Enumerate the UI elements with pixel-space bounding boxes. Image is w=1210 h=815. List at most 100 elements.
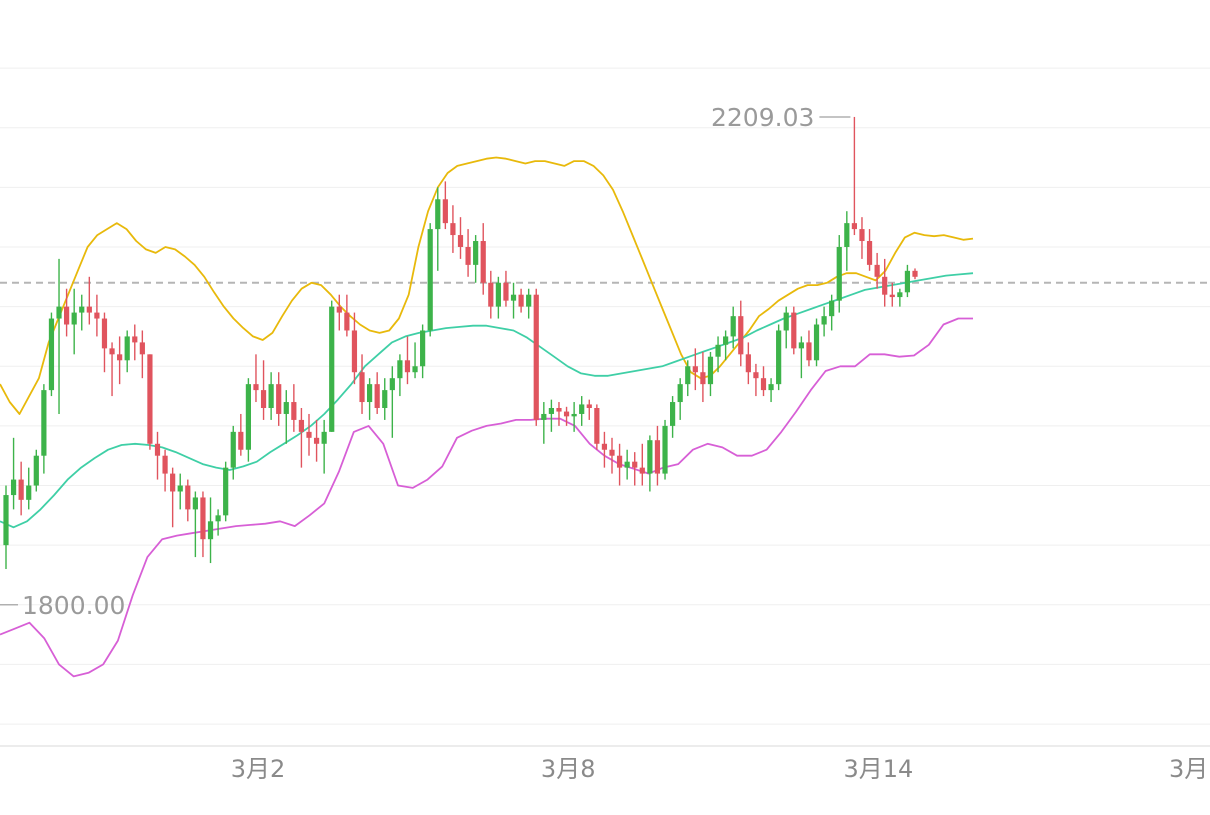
indicator-line-3 — [0, 317, 973, 678]
candle-body — [442, 199, 448, 224]
candle — [427, 223, 433, 337]
candle — [851, 116, 857, 236]
candle — [806, 330, 812, 367]
candle — [609, 437, 615, 474]
candle — [745, 342, 751, 385]
candle-body — [268, 384, 274, 408]
candle — [215, 509, 221, 536]
grid-lines — [0, 67, 1210, 747]
candle-body — [503, 282, 509, 301]
candle — [162, 449, 168, 492]
candle — [101, 312, 108, 373]
candle — [556, 402, 562, 426]
candle-body — [586, 404, 592, 408]
candle — [738, 300, 744, 367]
candle-body — [192, 497, 198, 510]
candle-body — [844, 223, 850, 247]
candle-body — [382, 390, 388, 408]
candle-body — [124, 336, 130, 361]
candle-body — [912, 270, 918, 277]
candle — [147, 354, 153, 450]
candle — [768, 378, 774, 403]
candle-body — [245, 384, 251, 450]
candle — [753, 363, 759, 397]
candle-body — [457, 235, 464, 247]
candle — [579, 396, 585, 426]
candle-body — [806, 342, 812, 361]
candle-body — [132, 336, 138, 343]
candle-body — [685, 366, 691, 385]
candle-body — [874, 264, 880, 277]
candle-body — [571, 413, 577, 417]
candles — [3, 116, 918, 570]
candle — [48, 312, 55, 397]
candle — [306, 413, 312, 456]
candle — [473, 235, 479, 283]
candle — [707, 351, 714, 397]
candle — [397, 354, 403, 397]
candle-body — [579, 404, 585, 414]
candle — [283, 390, 289, 444]
candle — [64, 288, 70, 337]
candle — [291, 384, 297, 432]
candle-body — [420, 330, 426, 367]
candle-body — [851, 223, 857, 230]
candle — [692, 348, 698, 391]
candle — [465, 229, 471, 277]
candle-body — [609, 449, 615, 456]
candle-body — [359, 372, 365, 403]
candle — [276, 372, 282, 426]
candle — [321, 419, 327, 474]
candle-body — [548, 408, 554, 414]
candle — [457, 217, 464, 259]
candle-body — [616, 455, 623, 468]
candle-body — [715, 344, 721, 357]
candle — [298, 408, 305, 468]
candle — [207, 497, 214, 564]
candle — [715, 336, 721, 373]
candle — [662, 419, 668, 480]
candle-body — [495, 282, 501, 307]
candle-body — [351, 330, 358, 373]
candle — [71, 288, 77, 355]
min-annotation: 1800.00 — [0, 591, 125, 620]
candle — [109, 342, 115, 397]
candle-body — [154, 443, 161, 456]
candle — [700, 351, 706, 403]
candle-body — [738, 316, 744, 355]
candle — [760, 366, 767, 397]
candle — [889, 282, 895, 307]
candle — [442, 181, 448, 230]
candle — [488, 270, 494, 319]
candle — [829, 294, 835, 331]
candle-body — [207, 521, 214, 540]
candle — [882, 258, 888, 307]
candle — [594, 404, 600, 450]
candle — [230, 425, 236, 480]
candle-body — [480, 241, 486, 283]
candle — [563, 406, 570, 426]
candle — [124, 330, 130, 373]
candle-body — [821, 316, 827, 325]
candle-body — [670, 402, 676, 426]
candle — [253, 354, 259, 403]
candle-body — [238, 431, 244, 450]
candle — [859, 217, 865, 259]
candle — [677, 378, 683, 420]
candle-body — [139, 342, 145, 355]
candle — [86, 276, 92, 325]
candle — [329, 300, 335, 432]
candle-body — [367, 384, 373, 403]
candle — [616, 443, 623, 486]
candle-body — [56, 306, 62, 319]
candle — [79, 294, 85, 331]
candle — [821, 306, 827, 337]
candle-body — [624, 461, 630, 468]
candle-body — [321, 431, 327, 444]
candle-body — [336, 306, 342, 313]
candle — [624, 449, 630, 480]
candle-body — [707, 356, 714, 385]
candle-body — [859, 229, 865, 242]
candle-body — [563, 411, 570, 417]
